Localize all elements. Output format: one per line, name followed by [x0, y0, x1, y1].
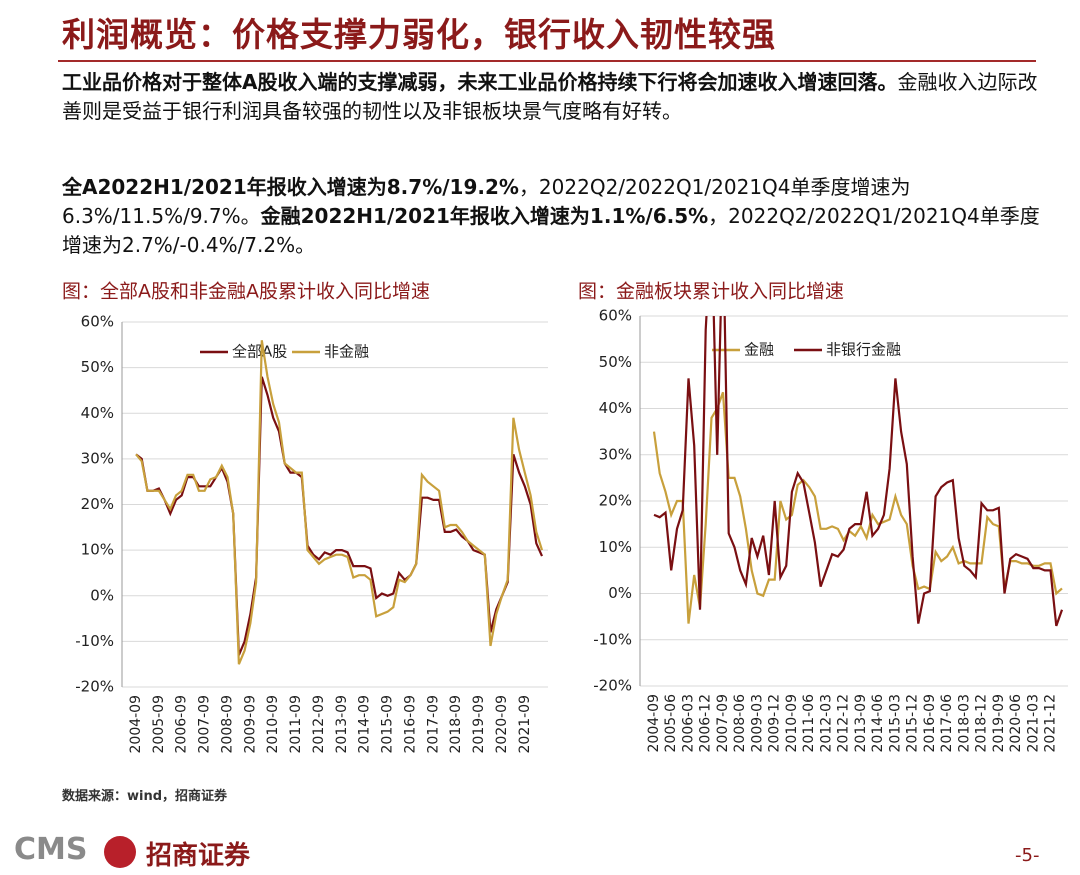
x-tick-label: 2018-12 — [974, 694, 990, 753]
text-segment: 工业品价格对于整体A股收入端的支撑减弱，未来工业品价格持续下行将会加速收入增速回… — [62, 70, 898, 94]
y-tick-label: 60% — [81, 313, 114, 331]
x-tick-label: 2012-12 — [836, 694, 852, 753]
series-line — [652, 391, 1063, 624]
x-tick-label: 2020-09 — [494, 695, 510, 754]
x-tick-label: 2006-09 — [174, 695, 190, 754]
x-tick-label: 2021-09 — [517, 695, 533, 754]
x-tick-label: 2019-09 — [991, 694, 1007, 753]
x-tick-label: 2005-06 — [663, 694, 679, 753]
chart-title: 图：全部A股和非金融A股累计收入同比增速 — [62, 281, 430, 303]
x-tick-label: 2009-12 — [767, 694, 783, 753]
x-tick-label: 2006-03 — [680, 694, 696, 753]
x-tick-label: 2009-09 — [242, 695, 258, 754]
x-tick-label: 2014-06 — [870, 694, 886, 753]
x-tick-label: 2015-03 — [887, 694, 903, 753]
x-tick-label: 2005-09 — [151, 695, 167, 754]
page-number: -5- — [1015, 845, 1040, 866]
logo-text: CMS — [14, 832, 88, 867]
x-tick-label: 2006-12 — [698, 694, 714, 753]
x-tick-label: 2013-09 — [334, 695, 350, 754]
y-tick-label: -20% — [75, 678, 114, 696]
x-tick-label: 2012-09 — [311, 695, 327, 754]
x-tick-label: 2012-03 — [818, 694, 834, 753]
x-tick-label: 2013-09 — [853, 694, 869, 753]
y-tick-label: 0% — [90, 586, 114, 604]
x-tick-label: 2018-03 — [956, 694, 972, 753]
x-tick-label: 2016-09 — [402, 695, 418, 754]
y-tick-label: 50% — [81, 358, 114, 376]
text-segment: 全A2022H1/2021年报收入增速为8.7%/19.2% — [62, 175, 519, 199]
y-tick-label: 10% — [599, 538, 632, 556]
y-tick-label: -10% — [75, 632, 114, 650]
x-tick-label: 2009-03 — [749, 694, 765, 753]
series-line — [653, 316, 1064, 627]
x-tick-label: 2004-09 — [128, 695, 144, 754]
x-tick-label: 2016-09 — [922, 694, 938, 753]
y-tick-label: 50% — [599, 353, 632, 371]
brand-name: 招商证券 — [146, 841, 251, 871]
legend-label: 全部A股 — [232, 343, 287, 361]
x-tick-label: 2007-09 — [715, 694, 731, 753]
x-tick-label: 2017-09 — [425, 695, 441, 754]
legend-label: 金融 — [744, 341, 774, 359]
x-tick-label: 2008-09 — [219, 695, 235, 754]
y-tick-label: 60% — [599, 307, 632, 325]
chart-title: 图：金融板块累计收入同比增速 — [578, 281, 844, 303]
text-segment: ，2022Q2/2022Q1/2021Q4单季度增速为2.7%/-0.4%/7.… — [62, 204, 1040, 257]
logo-badge — [104, 836, 136, 868]
source-note: 数据来源：wind，招商证券 — [62, 789, 228, 804]
x-tick-label: 2011-09 — [288, 695, 304, 754]
y-tick-label: 40% — [599, 399, 632, 417]
legend-label: 非金融 — [324, 343, 369, 361]
x-tick-label: 2004-09 — [646, 694, 662, 753]
x-tick-label: 2014-09 — [357, 695, 373, 754]
series-line — [135, 340, 544, 665]
x-tick-label: 2008-06 — [732, 694, 748, 753]
text-segment: 金融收入边际改善则是受益于银行利润具备较强的韧性以及非银板块景气度略有好转。 — [62, 70, 1038, 123]
x-tick-label: 2007-09 — [197, 695, 213, 754]
text-segment: ，2022Q2/2022Q1/2021Q4单季度增速为6.3%/11.5%/9.… — [62, 175, 911, 228]
x-tick-label: 2011-06 — [801, 694, 817, 753]
legend-label: 非银行金融 — [826, 341, 901, 359]
x-tick-label: 2017-06 — [939, 694, 955, 753]
x-tick-label: 2010-09 — [784, 694, 800, 753]
y-tick-label: 30% — [81, 449, 114, 467]
paragraph: 工业品价格对于整体A股收入端的支撑减弱，未来工业品价格持续下行将会加速收入增速回… — [62, 68, 1047, 126]
y-tick-label: 20% — [599, 492, 632, 510]
y-tick-label: 40% — [81, 404, 114, 422]
x-tick-label: 2020-06 — [1008, 694, 1024, 753]
text-segment: 金融2022H1/2021年报收入增速为1.1%/6.5% — [260, 204, 709, 228]
slide-title: 利润概览：价格支撑力弱化，银行收入韧性较强 — [62, 15, 776, 54]
x-tick-label: 2021-03 — [1025, 694, 1041, 753]
paragraph: 全A2022H1/2021年报收入增速为8.7%/19.2%，2022Q2/20… — [62, 173, 1047, 260]
y-tick-label: 20% — [81, 495, 114, 513]
series-line — [135, 376, 544, 656]
x-tick-label: 2015-12 — [905, 694, 921, 753]
x-tick-label: 2018-09 — [448, 695, 464, 754]
y-tick-label: 10% — [81, 541, 114, 559]
x-tick-label: 2019-09 — [471, 695, 487, 754]
x-tick-label: 2015-09 — [380, 695, 396, 754]
y-tick-label: -10% — [593, 630, 632, 648]
title-rule — [58, 60, 1036, 62]
x-tick-label: 2021-12 — [1043, 694, 1059, 753]
x-tick-label: 2010-09 — [265, 695, 281, 754]
y-tick-label: 0% — [608, 584, 632, 602]
y-tick-label: 30% — [599, 445, 632, 463]
y-tick-label: -20% — [593, 677, 632, 695]
